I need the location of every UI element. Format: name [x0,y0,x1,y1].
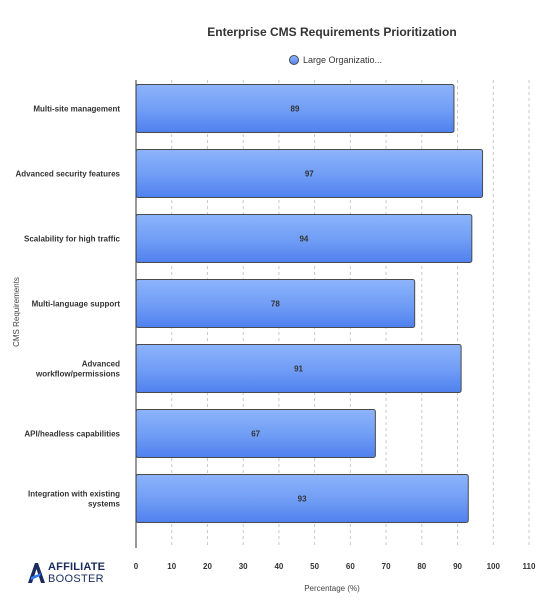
bar-value-label: 94 [299,235,308,244]
legend-label: Large Organizatio... [303,55,382,65]
logo-word-affiliate: AFFILIATE [48,561,106,573]
y-axis-title: CMS Requirements [12,277,21,347]
x-tick-label: 50 [310,562,319,571]
legend-swatch [289,55,299,65]
bar-value-label: 67 [251,430,260,439]
bars: 89 97 94 78 91 67 93 [135,84,484,523]
category-label: API/headless capabilities [24,430,120,439]
chart-title: Enterprise CMS Requirements Prioritizati… [207,25,456,39]
category-label: Advanced [82,360,120,369]
category-label: Multi-language support [32,300,121,309]
logo-word-booster: BOOSTER [48,573,104,585]
category-label: Multi-site management [33,105,120,114]
bar-value-label: 97 [305,170,314,179]
x-tick-label: 100 [487,562,501,571]
x-tick-label: 20 [203,562,212,571]
x-tick-label: 30 [239,562,248,571]
bar-value-label: 78 [271,300,280,309]
x-tick-labels: 0 10 20 30 40 50 60 70 80 90 100 110 [134,562,536,571]
legend[interactable]: Large Organizatio... [289,55,383,65]
bar-value-label: 93 [298,495,307,504]
category-labels: Multi-site management Advanced security f… [16,105,121,509]
bar-value-label: 91 [294,365,303,374]
category-label: Integration with existing [28,490,120,499]
logo-mark-icon [28,563,45,583]
x-axis-title: Percentage (%) [304,584,360,593]
category-label: Scalability for high traffic [24,235,121,244]
x-tick-label: 0 [134,562,139,571]
category-label: workflow/permissions [35,370,121,379]
category-label: systems [88,500,121,509]
bar-value-label: 89 [291,105,300,114]
x-tick-label: 60 [346,562,355,571]
x-tick-label: 90 [453,562,462,571]
category-label: Advanced security features [16,170,121,179]
x-tick-label: 40 [274,562,283,571]
x-tick-label: 80 [417,562,426,571]
x-tick-label: 110 [523,562,536,571]
affiliate-booster-logo: AFFILIATE BOOSTER [26,561,126,587]
x-tick-label: 10 [167,562,176,571]
x-tick-label: 70 [382,562,391,571]
